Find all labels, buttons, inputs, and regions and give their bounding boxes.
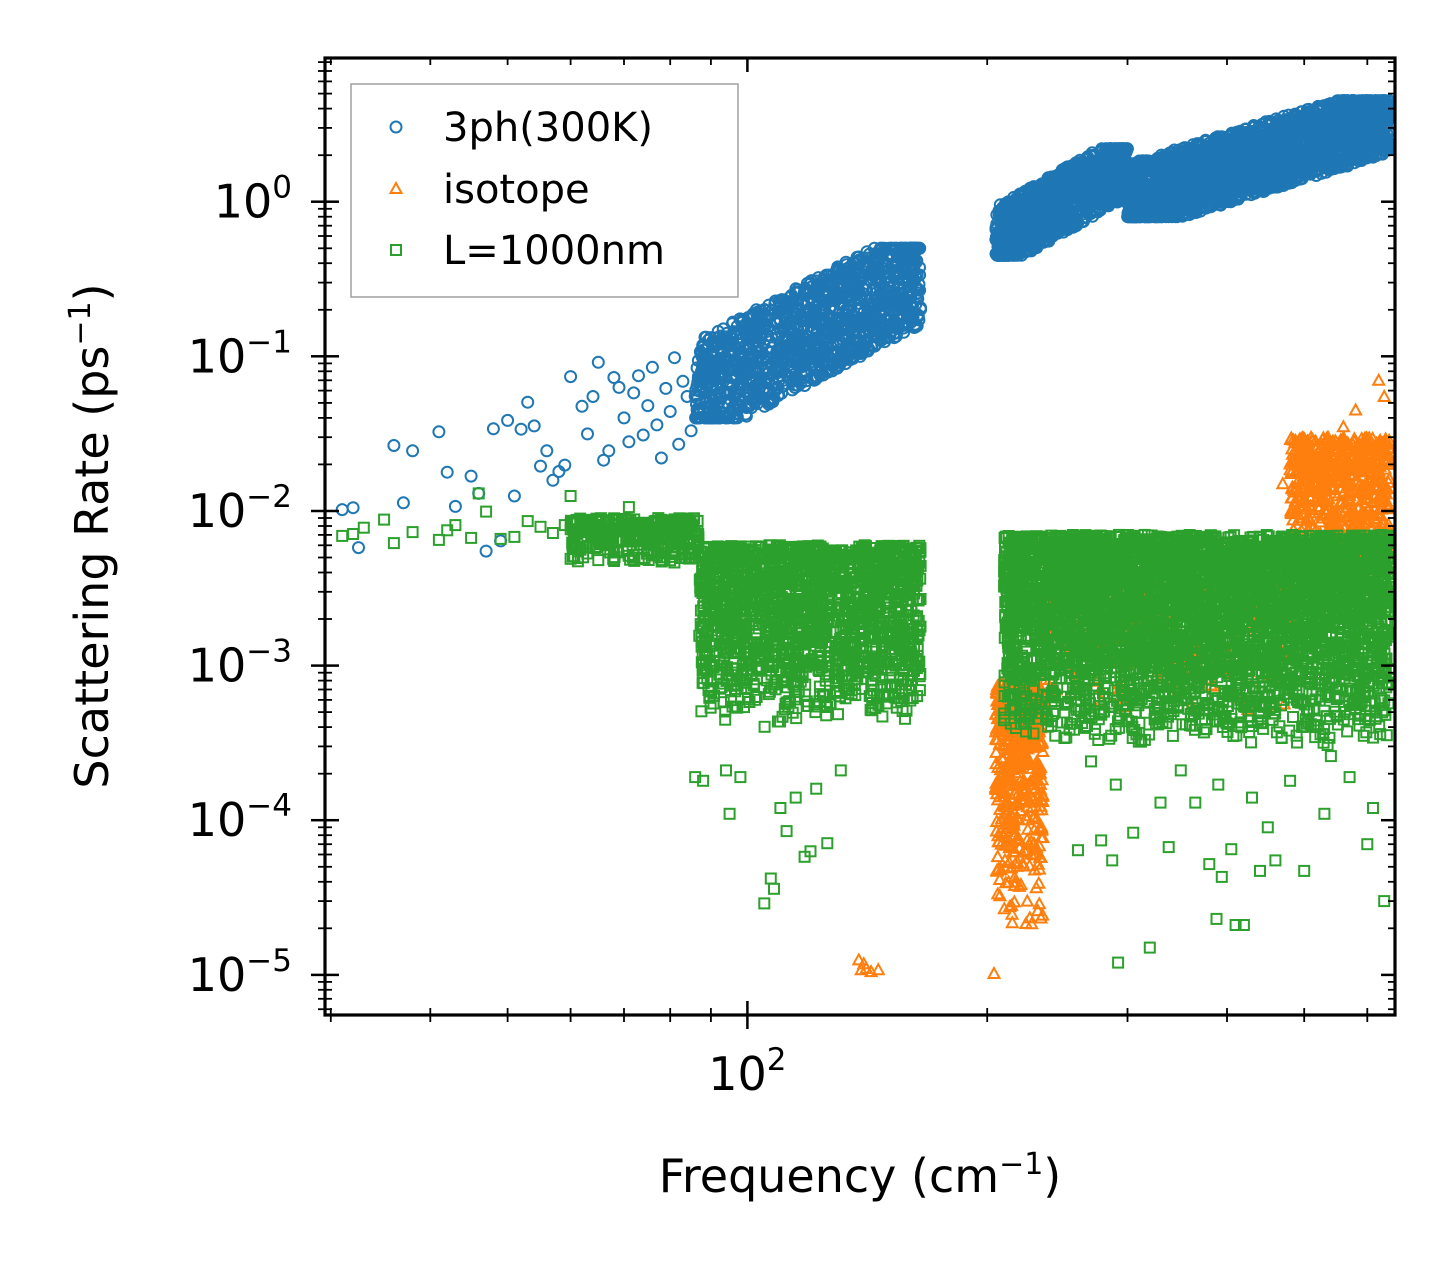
data-layer xyxy=(335,94,1395,979)
